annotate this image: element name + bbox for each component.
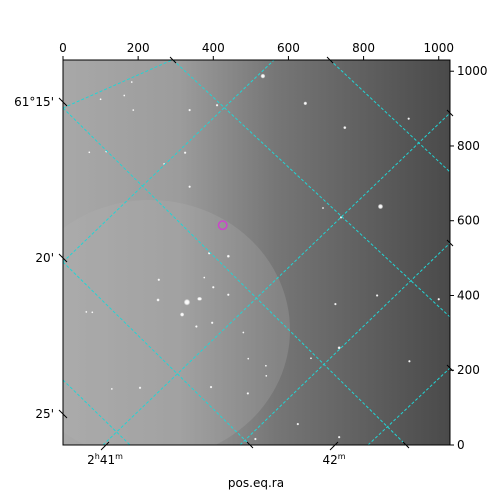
edge-tick (402, 441, 410, 449)
star-point (260, 73, 266, 79)
star-point (91, 311, 94, 314)
star-point (195, 325, 198, 328)
ra-tick-label: 2h41m (87, 452, 123, 467)
star-point (188, 108, 191, 112)
star-point (377, 203, 384, 210)
sky-image (63, 60, 450, 445)
grid-line (102, 112, 450, 445)
star-point (123, 94, 126, 97)
grid-line (367, 367, 450, 445)
star-point (157, 278, 161, 282)
x-axis-label: pos.eq.ra (228, 476, 284, 490)
edge-tick (446, 239, 454, 247)
star-point (210, 321, 214, 325)
star-field (85, 73, 441, 441)
grid-line (172, 60, 450, 318)
star-point (407, 117, 411, 121)
star-point (211, 285, 215, 289)
star-point (183, 298, 191, 306)
star-point (85, 310, 88, 314)
y-tick-label: 600 (457, 214, 480, 228)
star-point (179, 312, 185, 317)
edge-tick (169, 56, 177, 64)
star-point (309, 357, 313, 360)
grid-line (63, 60, 275, 263)
coordinate-grid (63, 60, 450, 445)
dec-tick-mark (58, 409, 68, 419)
sky-shading (63, 200, 290, 445)
star-point (437, 297, 441, 301)
target-marker (217, 220, 228, 231)
star-point (247, 357, 250, 360)
edge-tick (246, 441, 254, 449)
ra-tick-label: 42m (322, 452, 345, 467)
star-point (334, 302, 337, 306)
star-point (296, 422, 300, 426)
star-point (138, 386, 142, 390)
edge-tick (446, 364, 454, 372)
star-point (321, 206, 325, 210)
star-point (88, 151, 91, 154)
ra-tick-mark (100, 441, 110, 451)
dec-tick-label: 20' (35, 251, 54, 265)
grid-line (63, 379, 131, 445)
star-point (110, 387, 113, 391)
y-tick-label: 800 (457, 139, 480, 153)
x-tick-label: 0 (59, 41, 67, 55)
star-point (375, 294, 379, 297)
star-point (242, 331, 245, 334)
grid-line (63, 107, 407, 445)
star-point (226, 254, 230, 258)
star-point (226, 293, 230, 297)
x-tick-label: 1000 (423, 41, 454, 55)
dec-tick-label: 61°15' (14, 95, 54, 109)
star-point (253, 437, 257, 441)
grid-line (63, 261, 251, 445)
star-point (198, 296, 203, 301)
y-tick-label: 0 (457, 438, 465, 452)
star-point (156, 298, 160, 302)
plot-frame (62, 59, 451, 446)
target-ring (217, 220, 228, 231)
star-point (132, 108, 135, 112)
star-point (130, 80, 133, 84)
y-tick-label: 400 (457, 288, 480, 302)
star-point (246, 392, 250, 395)
edge-tick (446, 109, 454, 117)
star-point (209, 385, 213, 389)
x-tick-label: 200 (127, 41, 150, 55)
star-point (188, 185, 191, 189)
star-point (203, 276, 206, 279)
x-tick-label: 800 (352, 41, 375, 55)
x-tick-label: 400 (202, 41, 225, 55)
dec-tick-mark (58, 97, 68, 107)
star-point (265, 374, 268, 377)
edge-tick (326, 56, 334, 64)
star-point (303, 101, 308, 106)
y-tick-label: 1000 (457, 64, 488, 78)
dec-tick-mark (58, 253, 68, 263)
star-point (183, 151, 187, 155)
star-point (264, 364, 267, 367)
star-point (337, 435, 341, 439)
star-point (343, 126, 347, 130)
y-tick-label: 200 (457, 363, 480, 377)
star-point (408, 359, 411, 363)
star-point (215, 103, 219, 107)
x-tick-label: 600 (277, 41, 300, 55)
grid-line (329, 60, 450, 173)
axis-ticks: 0 200 400 600 800 1000 0 200 400 600 800 1000 2h41m 4… (14, 41, 487, 467)
star-point (337, 346, 341, 350)
star-point (99, 98, 102, 101)
dec-tick-label: 25' (35, 407, 54, 421)
ra-tick-mark (329, 441, 339, 451)
grid-line (239, 242, 450, 445)
